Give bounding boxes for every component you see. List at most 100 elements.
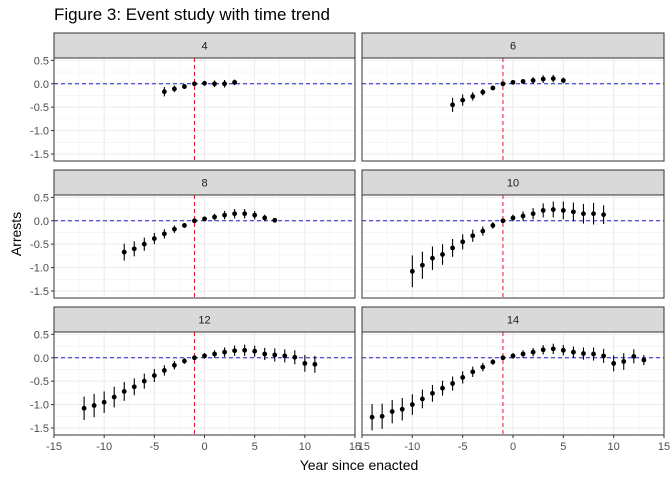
facet-8-point xyxy=(222,212,227,218)
facet-6-point xyxy=(480,89,486,95)
x-axis-title: Year since enacted xyxy=(300,457,419,473)
facet-12-point xyxy=(111,394,117,400)
facet-10-point xyxy=(420,262,425,268)
facet-8-y-tick-label: 0.5 xyxy=(34,192,49,204)
facet-12-y-tick-label: -1.5 xyxy=(30,423,49,435)
facet-4-point xyxy=(182,84,187,89)
facet-12-point xyxy=(202,353,207,359)
facet-4-panel-border xyxy=(53,57,356,162)
facet-12-y-tick-label: 0.0 xyxy=(34,353,49,365)
facet-14-point xyxy=(460,375,466,380)
facet-14-point xyxy=(500,355,506,361)
facet-14-point xyxy=(430,390,435,396)
facet-14-point xyxy=(510,353,516,359)
facet-14-x-tick-label: -15 xyxy=(354,441,370,453)
facet-14-point xyxy=(490,359,496,365)
facet-12-strip xyxy=(53,306,356,333)
facet-12-point xyxy=(192,355,197,361)
facet-12-point xyxy=(91,403,97,408)
facet-10-point xyxy=(450,245,455,251)
facet-12-point xyxy=(262,351,268,357)
facet-8-point xyxy=(161,231,167,237)
facet-12-point xyxy=(252,348,258,354)
figure-title: Figure 3: Event study with time trend xyxy=(54,5,330,24)
facet-14-point xyxy=(540,347,546,353)
facet-12-x-tick-label: 10 xyxy=(299,441,311,453)
y-axis-title: Arrests xyxy=(8,212,24,256)
facet-4-point xyxy=(172,86,177,92)
facet-14-point xyxy=(480,364,486,370)
facet-12-x-tick-label: 5 xyxy=(252,441,258,453)
facet-4-point xyxy=(161,89,167,95)
facet-8-point xyxy=(242,211,248,217)
facet-6-point xyxy=(510,79,516,85)
facet-4-point xyxy=(212,81,217,87)
facet-6-point xyxy=(530,78,536,83)
facet-8-point xyxy=(121,249,127,255)
facet-10-point xyxy=(440,252,445,257)
facet-14-point xyxy=(399,406,405,412)
facet-14-point xyxy=(601,353,606,359)
facet-14-point xyxy=(389,409,395,414)
facet-6-point xyxy=(460,97,466,103)
facet-10-strip-label: 10 xyxy=(507,178,519,190)
facet-14-point xyxy=(530,349,536,355)
facet-6-panel-border xyxy=(361,57,665,162)
facet-14-point xyxy=(420,396,425,402)
facet-8-point xyxy=(212,214,217,220)
facet-4-y-tick-label: -1.0 xyxy=(30,126,49,138)
facet-4-point xyxy=(222,81,227,87)
facet-14-x-tick-label: 5 xyxy=(560,441,566,453)
facet-12-point xyxy=(242,347,248,353)
facet-12-point xyxy=(312,361,318,367)
facet-12-x-tick-label: -5 xyxy=(149,441,159,453)
facet-12-point xyxy=(182,358,187,364)
facet-12-y-tick-label: 0.5 xyxy=(34,329,49,341)
facet-14-point xyxy=(611,360,617,366)
facet-4-y-tick-label: -0.5 xyxy=(30,102,49,114)
facet-14-point xyxy=(379,413,385,419)
facet-8-point xyxy=(272,217,278,223)
facet-8-point xyxy=(252,212,258,218)
facet-14-strip-label: 14 xyxy=(507,315,519,327)
facet-8-point xyxy=(202,216,207,222)
facet-12-strip-label: 12 xyxy=(198,315,210,327)
facet-6-point xyxy=(490,85,496,91)
facet-10-point xyxy=(490,223,496,228)
facet-14-point xyxy=(560,347,566,353)
facet-4-y-tick-label: 0.5 xyxy=(34,55,49,67)
facet-8-panel-border xyxy=(53,194,356,299)
facet-12-y-tick-label: -0.5 xyxy=(30,376,49,388)
facet-12-point xyxy=(141,378,147,384)
facet-14-x-tick-label: -10 xyxy=(404,441,420,453)
facet-8-point xyxy=(262,215,268,221)
facet-6-strip-label: 6 xyxy=(510,41,516,53)
facet-10-point xyxy=(470,233,476,239)
facet-8-y-tick-label: 0.0 xyxy=(34,216,49,228)
facet-8-point xyxy=(192,218,197,224)
facet-12-point xyxy=(212,351,217,357)
facet-14-point xyxy=(581,351,586,356)
facet-6-point xyxy=(550,76,556,81)
facet-4-point xyxy=(202,80,207,86)
facet-6-point xyxy=(540,76,546,82)
facet-12-x-tick-label: -15 xyxy=(46,441,62,453)
facet-10-point xyxy=(540,208,546,213)
facet-4-point xyxy=(192,81,197,87)
facet-6-point xyxy=(560,78,566,83)
facet-6-point xyxy=(470,93,476,99)
facet-14-x-tick-label: 0 xyxy=(510,441,516,453)
facet-12-point xyxy=(292,354,298,360)
facet-12-y-tick-label: -1.0 xyxy=(30,400,49,412)
facet-12-point xyxy=(131,384,137,390)
facet-12-x-tick-label: 0 xyxy=(201,441,207,453)
facet-4-strip xyxy=(53,32,356,59)
facet-8-point xyxy=(131,246,137,252)
facet-12-point xyxy=(222,349,227,355)
facet-14-point xyxy=(641,357,647,363)
facet-14-point xyxy=(631,353,637,359)
facet-14-strip xyxy=(361,306,665,333)
facet-10-point xyxy=(550,207,556,212)
